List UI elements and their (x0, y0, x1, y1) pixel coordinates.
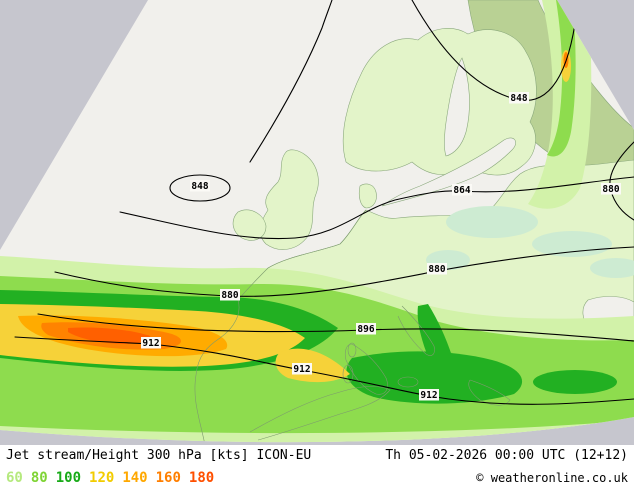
legend-value-80: 80 (30, 470, 48, 486)
contour-label: 864 (452, 184, 472, 196)
jet-band (590, 258, 634, 278)
land-ireland (232, 209, 267, 241)
map-title: Jet stream/Height 300 hPa [kts] ICON-EU (6, 448, 312, 463)
jet-stream-layer (0, 0, 634, 443)
svg-text:912: 912 (420, 390, 437, 401)
svg-text:912: 912 (142, 338, 159, 349)
svg-text:880: 880 (428, 264, 445, 275)
legend-value-180: 180 (188, 470, 215, 486)
coastline-overlay (194, 209, 511, 443)
contour-label: 848 (509, 92, 529, 104)
wind-speed-legend: 60 80 100 120 140 160 180 (6, 470, 214, 486)
svg-text:896: 896 (357, 324, 374, 335)
legend-value-100: 100 (55, 470, 82, 486)
jet-band (346, 351, 523, 404)
contour-880 (54, 246, 634, 297)
sea-gulf-bothnia (444, 57, 470, 157)
contour-label: 880 (427, 263, 447, 275)
svg-text:912: 912 (293, 364, 310, 375)
contour-848-low (169, 174, 231, 202)
footer-legend-row: 60 80 100 120 140 160 180 © weatheronlin… (6, 470, 628, 486)
footer: Jet stream/Height 300 hPa [kts] ICON-EU … (0, 445, 634, 490)
contour-trough (249, 0, 333, 163)
contour-label: 880 (601, 183, 621, 195)
contour-label: 848 (190, 180, 210, 192)
jet-band (417, 304, 452, 362)
svg-text:880: 880 (221, 290, 238, 301)
svg-text:864: 864 (453, 185, 470, 196)
contour-labels: 848 848 864 880 880 (141, 92, 621, 401)
legend-value-160: 160 (155, 470, 181, 486)
jet-band (547, 0, 576, 157)
land-uk (259, 149, 319, 250)
contour-864 (119, 176, 634, 240)
contour-label: 912 (292, 363, 312, 375)
land-scandinavia (342, 28, 537, 176)
jet-band (446, 206, 538, 238)
contour-label: 896 (356, 323, 376, 335)
contour-label: 912 (419, 389, 439, 401)
legend-value-120: 120 (89, 470, 115, 486)
legend-value-140: 140 (122, 470, 148, 486)
copyright: © weatheronline.co.uk (476, 471, 628, 485)
weather-map: 848 848 864 880 880 (0, 0, 634, 445)
jet-band (533, 370, 617, 394)
land-denmark (358, 183, 377, 209)
map-canvas: 848 848 864 880 880 (0, 0, 634, 445)
svg-text:848: 848 (510, 93, 527, 104)
jet-band (68, 327, 151, 344)
footer-title-row: Jet stream/Height 300 hPa [kts] ICON-EU … (6, 448, 628, 463)
contour-label: 912 (141, 337, 161, 349)
contour-label: 880 (220, 289, 240, 301)
jet-band (532, 231, 612, 257)
map-datetime: Th 05-02-2026 00:00 UTC (12+12) (385, 448, 628, 463)
svg-text:880: 880 (602, 184, 619, 195)
legend-value-60: 60 (6, 470, 23, 486)
svg-text:848: 848 (191, 181, 208, 192)
